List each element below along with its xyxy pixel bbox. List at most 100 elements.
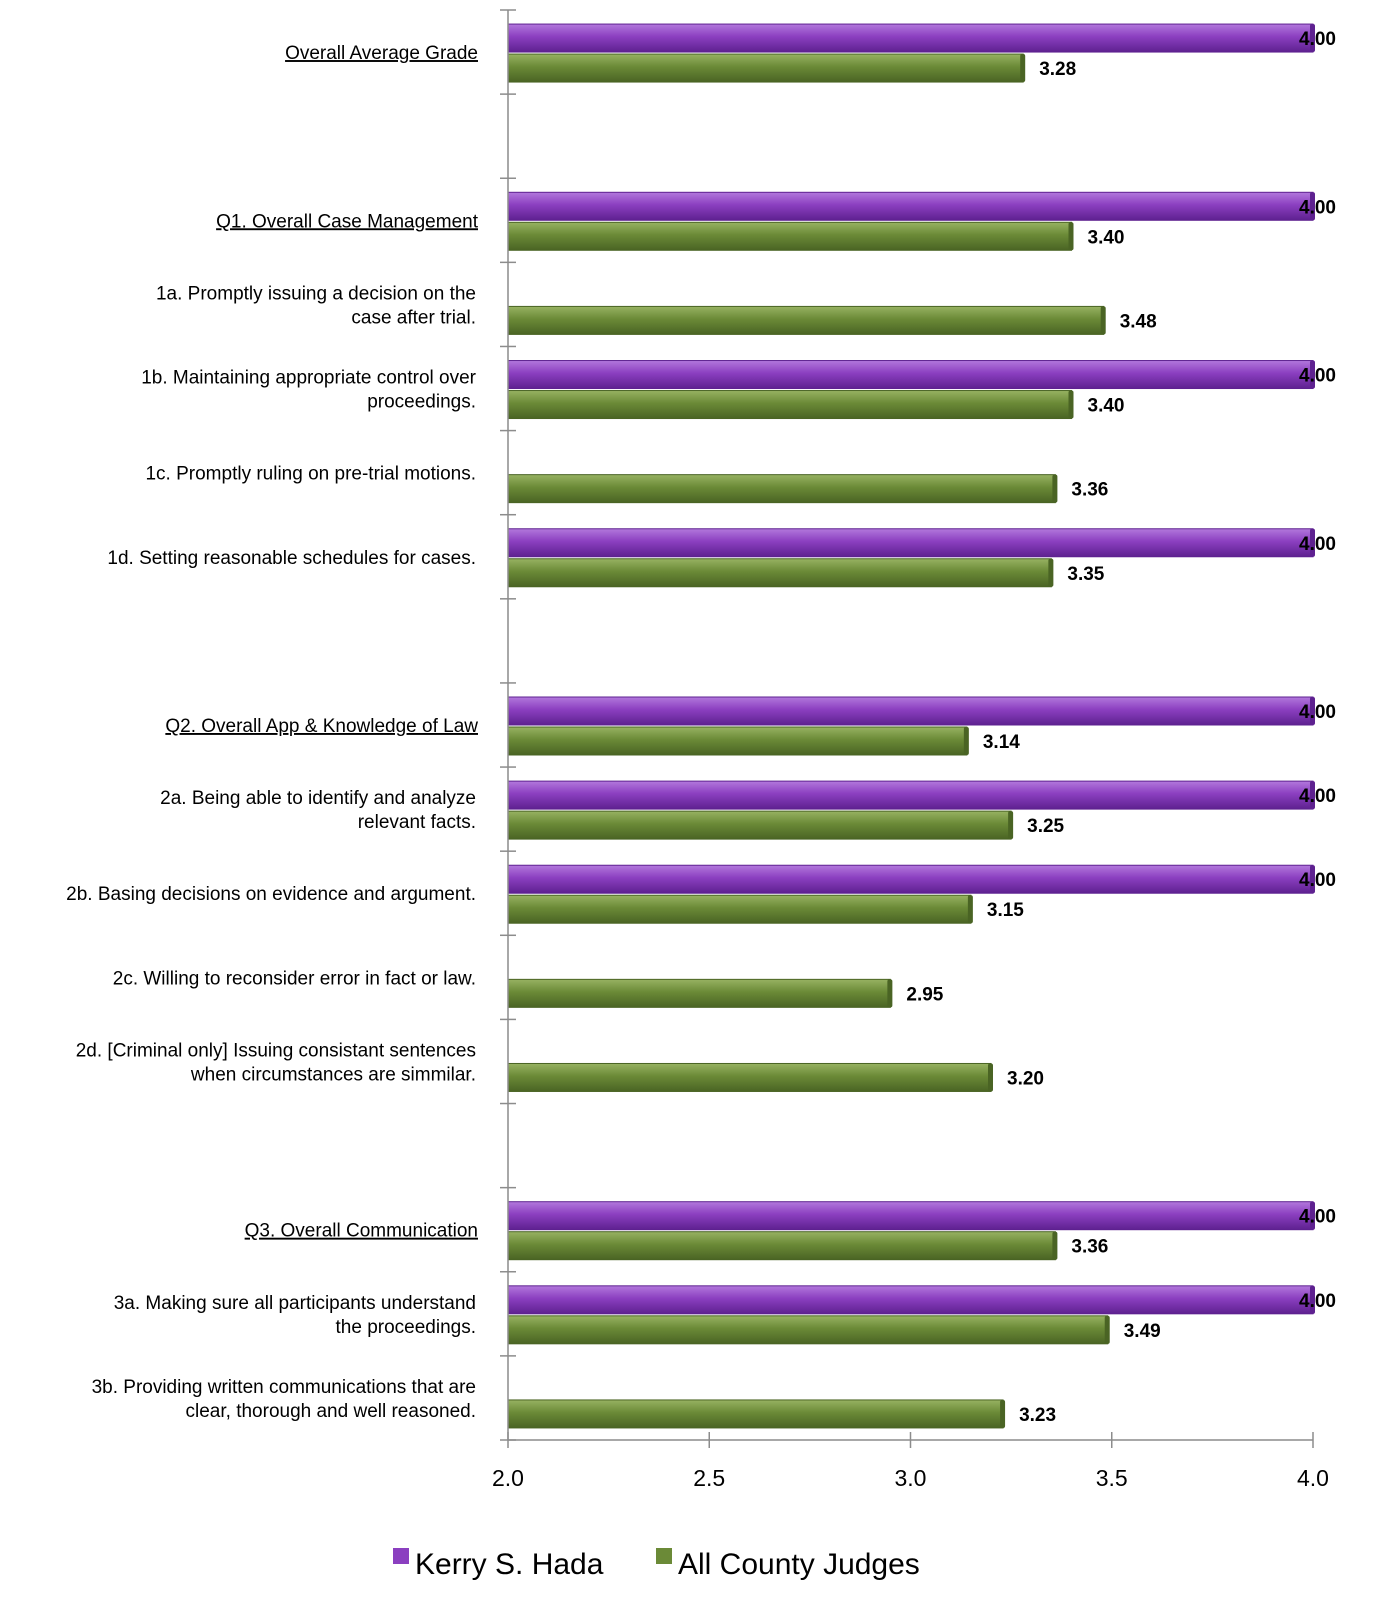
bar-cap-kerry-overall-average-grade bbox=[1310, 24, 1315, 53]
category-label-2c-willing-to-reconsider-error-in-fact-o: 2c. Willing to reconsider error in fact … bbox=[113, 968, 476, 989]
bar-county-2b-basing-decisions-on-evidence-and-argu bbox=[507, 894, 972, 924]
category-label-2b-basing-decisions-on-evidence-and-argu: 2b. Basing decisions on evidence and arg… bbox=[66, 884, 476, 905]
value-label-county-1a-promptly-issuing-a-decision-on-the-ca: 3.48 bbox=[1120, 311, 1157, 332]
category-label-1b-maintaining-appropriate-control-over--line2: proceedings. bbox=[367, 392, 476, 413]
value-label-county-overall-average-grade: 3.28 bbox=[1039, 59, 1076, 80]
category-label-1a-promptly-issuing-a-decision-on-the-ca-line2: case after trial. bbox=[351, 307, 476, 328]
bar-county-1c-promptly-ruling-on-pre-trial-motions bbox=[507, 474, 1056, 504]
bar-kerry-1b-maintaining-appropriate-control-over- bbox=[507, 360, 1314, 390]
bar-county-q2-overall-app-knowledge-of-law bbox=[507, 726, 968, 756]
legend-swatch-kerry bbox=[393, 1548, 409, 1564]
bar-county-2c-willing-to-reconsider-error-in-fact-o bbox=[507, 978, 891, 1008]
category-label-overall-average-grade: Overall Average Grade bbox=[285, 43, 478, 64]
bar-county-1d-setting-reasonable-schedules-for-case bbox=[507, 558, 1052, 588]
bar-kerry-q1-overall-case-management bbox=[507, 191, 1314, 221]
bar-kerry-3a-making-sure-all-participants-understa bbox=[507, 1285, 1314, 1315]
x-tick-label-4.0: 4.0 bbox=[1297, 1465, 1329, 1491]
value-label-kerry-2b-basing-decisions-on-evidence-and-argu: 4.00 bbox=[1299, 870, 1336, 891]
category-label-q3-overall-communication: Q3. Overall Communication bbox=[245, 1221, 478, 1242]
legend-label-county: All County Judges bbox=[678, 1548, 920, 1581]
category-label-1b-maintaining-appropriate-control-over--line1: 1b. Maintaining appropriate control over bbox=[141, 368, 476, 389]
category-label-3b-providing-written-communications-that-line1: 3b. Providing written communications tha… bbox=[92, 1377, 476, 1398]
category-label-2d-criminal-only-issuing-consistant-sent-line1: 2d. [Criminal only] Issuing consistant s… bbox=[76, 1040, 476, 1061]
value-label-kerry-1d-setting-reasonable-schedules-for-case: 4.00 bbox=[1299, 534, 1336, 555]
bar-cap-county-1a-promptly-issuing-a-decision-on-the-ca bbox=[1100, 306, 1106, 335]
labels-layer: Overall Average Grade 4.00 3.28 Q1. Overall… bbox=[66, 29, 1336, 1491]
bar-county-3b-providing-written-communications-that bbox=[507, 1399, 1004, 1429]
value-label-county-1b-maintaining-appropriate-control-over-: 3.40 bbox=[1088, 396, 1125, 417]
category-label-q2-overall-app-knowledge-of-law: Q2. Overall App & Knowledge of Law bbox=[165, 716, 478, 737]
category-label-1a-promptly-issuing-a-decision-on-the-ca-line1: 1a. Promptly issuing a decision on the bbox=[156, 283, 476, 304]
value-label-kerry-q2-overall-app-knowledge-of-law: 4.00 bbox=[1299, 702, 1336, 723]
value-label-kerry-1b-maintaining-appropriate-control-over-: 4.00 bbox=[1299, 366, 1336, 387]
bar-cap-county-overall-average-grade bbox=[1020, 54, 1026, 83]
bar-kerry-2b-basing-decisions-on-evidence-and-argu bbox=[507, 864, 1314, 894]
bar-cap-county-q1-overall-case-management bbox=[1068, 222, 1074, 251]
bar-cap-county-3a-making-sure-all-participants-understa bbox=[1104, 1315, 1110, 1344]
bar-cap-kerry-q3-overall-communication bbox=[1310, 1201, 1315, 1230]
value-label-county-q2-overall-app-knowledge-of-law: 3.14 bbox=[983, 732, 1020, 753]
bar-cap-kerry-1b-maintaining-appropriate-control-over- bbox=[1310, 360, 1315, 389]
x-tick-label-2.5: 2.5 bbox=[693, 1465, 725, 1491]
value-label-kerry-3a-making-sure-all-participants-understa: 4.00 bbox=[1299, 1291, 1336, 1312]
value-label-county-3a-making-sure-all-participants-understa: 3.49 bbox=[1124, 1321, 1161, 1342]
bar-county-3a-making-sure-all-participants-understa bbox=[507, 1315, 1109, 1345]
bar-county-1a-promptly-issuing-a-decision-on-the-ca bbox=[507, 305, 1105, 335]
category-label-3a-making-sure-all-participants-understa-line2: the proceedings. bbox=[336, 1317, 477, 1338]
value-label-county-2d-criminal-only-issuing-consistant-sent: 3.20 bbox=[1007, 1068, 1044, 1089]
bar-cap-county-q3-overall-communication bbox=[1052, 1231, 1058, 1260]
bar-county-2d-criminal-only-issuing-consistant-sent bbox=[507, 1062, 992, 1092]
value-label-kerry-q1-overall-case-management: 4.00 bbox=[1299, 197, 1336, 218]
bars-layer bbox=[507, 23, 1315, 1429]
category-label-3b-providing-written-communications-that-line2: clear, thorough and well reasoned. bbox=[186, 1401, 476, 1422]
bar-county-overall-average-grade bbox=[507, 53, 1024, 83]
bar-cap-kerry-2b-basing-decisions-on-evidence-and-argu bbox=[1310, 865, 1315, 894]
bar-county-1b-maintaining-appropriate-control-over- bbox=[507, 390, 1072, 420]
legend: Kerry S. Hada All County Judges bbox=[393, 1548, 920, 1581]
bar-kerry-overall-average-grade bbox=[507, 23, 1314, 53]
bar-cap-county-2c-willing-to-reconsider-error-in-fact-o bbox=[887, 979, 893, 1008]
value-label-kerry-2a-being-able-to-identify-and-analyze-re: 4.00 bbox=[1299, 786, 1336, 807]
x-tick-label-2.0: 2.0 bbox=[492, 1465, 524, 1491]
value-label-county-2c-willing-to-reconsider-error-in-fact-o: 2.95 bbox=[906, 984, 943, 1005]
value-label-kerry-overall-average-grade: 4.00 bbox=[1299, 29, 1336, 50]
bar-cap-kerry-1d-setting-reasonable-schedules-for-case bbox=[1310, 528, 1315, 557]
value-label-county-2a-being-able-to-identify-and-analyze-re: 3.25 bbox=[1027, 816, 1064, 837]
bar-cap-kerry-q1-overall-case-management bbox=[1310, 192, 1315, 221]
bar-cap-county-1b-maintaining-appropriate-control-over- bbox=[1068, 390, 1074, 419]
bar-cap-kerry-3a-making-sure-all-participants-understa bbox=[1310, 1285, 1315, 1314]
bar-kerry-1d-setting-reasonable-schedules-for-case bbox=[507, 528, 1314, 558]
category-label-1d-setting-reasonable-schedules-for-case: 1d. Setting reasonable schedules for cas… bbox=[107, 548, 476, 569]
bar-cap-county-1d-setting-reasonable-schedules-for-case bbox=[1048, 558, 1054, 587]
value-label-kerry-q3-overall-communication: 4.00 bbox=[1299, 1207, 1336, 1228]
category-label-2a-being-able-to-identify-and-analyze-re-line1: 2a. Being able to identify and analyze bbox=[160, 788, 476, 809]
category-label-3a-making-sure-all-participants-understa-line1: 3a. Making sure all participants underst… bbox=[114, 1293, 476, 1314]
category-label-1c-promptly-ruling-on-pre-trial-motions: 1c. Promptly ruling on pre-trial motions… bbox=[145, 464, 476, 485]
value-label-county-q3-overall-communication: 3.36 bbox=[1071, 1237, 1108, 1258]
category-label-2d-criminal-only-issuing-consistant-sent-line2: when circumstances are simmilar. bbox=[190, 1064, 476, 1085]
value-label-county-q1-overall-case-management: 3.40 bbox=[1088, 227, 1125, 248]
bar-cap-county-2d-criminal-only-issuing-consistant-sent bbox=[988, 1063, 993, 1092]
bar-county-2a-being-able-to-identify-and-analyze-re bbox=[507, 810, 1012, 840]
bar-cap-county-2a-being-able-to-identify-and-analyze-re bbox=[1008, 811, 1014, 840]
legend-label-kerry: Kerry S. Hada bbox=[415, 1548, 604, 1581]
category-label-q1-overall-case-management: Q1. Overall Case Management bbox=[216, 211, 479, 232]
bar-kerry-q2-overall-app-knowledge-of-law bbox=[507, 696, 1314, 726]
x-tick-label-3.0: 3.0 bbox=[895, 1465, 927, 1491]
bar-cap-kerry-2a-being-able-to-identify-and-analyze-re bbox=[1310, 781, 1315, 810]
value-label-county-3b-providing-written-communications-that: 3.23 bbox=[1019, 1405, 1056, 1426]
bar-cap-kerry-q2-overall-app-knowledge-of-law bbox=[1310, 697, 1315, 725]
bar-kerry-2a-being-able-to-identify-and-analyze-re bbox=[507, 780, 1314, 810]
value-label-county-1d-setting-reasonable-schedules-for-case: 3.35 bbox=[1067, 564, 1104, 585]
bar-county-q3-overall-communication bbox=[507, 1231, 1056, 1261]
bar-kerry-q3-overall-communication bbox=[507, 1201, 1314, 1231]
bar-cap-county-1c-promptly-ruling-on-pre-trial-motions bbox=[1052, 474, 1058, 503]
bar-cap-county-2b-basing-decisions-on-evidence-and-argu bbox=[967, 895, 973, 924]
value-label-county-2b-basing-decisions-on-evidence-and-argu: 3.15 bbox=[987, 900, 1024, 921]
value-label-county-1c-promptly-ruling-on-pre-trial-motions: 3.36 bbox=[1071, 480, 1108, 501]
bar-cap-county-q2-overall-app-knowledge-of-law bbox=[963, 727, 969, 755]
axis-layer bbox=[500, 9, 1314, 1448]
bar-cap-county-3b-providing-written-communications-that bbox=[1000, 1399, 1006, 1428]
